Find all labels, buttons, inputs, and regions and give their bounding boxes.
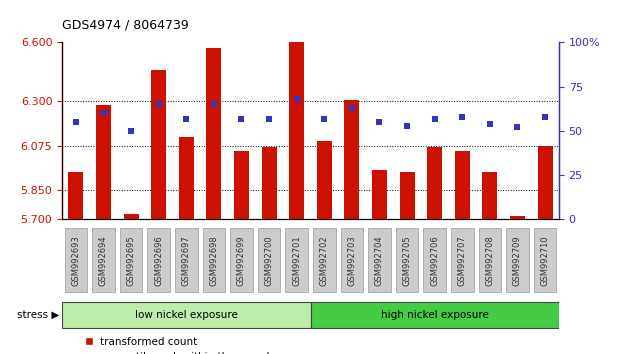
Bar — [68, 172, 83, 219]
FancyBboxPatch shape — [230, 228, 253, 292]
Bar — [427, 147, 442, 219]
Text: GSM992705: GSM992705 — [402, 235, 412, 286]
FancyBboxPatch shape — [65, 228, 87, 292]
Bar — [483, 172, 497, 219]
Bar — [344, 99, 360, 219]
Text: GSM992696: GSM992696 — [154, 235, 163, 286]
Bar — [510, 216, 525, 219]
Text: GSM992695: GSM992695 — [127, 235, 135, 286]
Text: GSM992697: GSM992697 — [182, 235, 191, 286]
Text: low nickel exposure: low nickel exposure — [135, 310, 238, 320]
Text: high nickel exposure: high nickel exposure — [381, 310, 489, 320]
FancyBboxPatch shape — [175, 228, 197, 292]
Text: GSM992703: GSM992703 — [347, 235, 356, 286]
Bar — [399, 172, 415, 219]
Text: GDS4974 / 8064739: GDS4974 / 8064739 — [62, 19, 189, 32]
FancyBboxPatch shape — [310, 302, 559, 328]
Bar — [179, 137, 194, 219]
FancyBboxPatch shape — [92, 228, 115, 292]
FancyBboxPatch shape — [534, 228, 556, 292]
Bar — [124, 213, 138, 219]
FancyBboxPatch shape — [313, 228, 335, 292]
Bar — [455, 151, 470, 219]
FancyBboxPatch shape — [147, 228, 170, 292]
Bar — [151, 70, 166, 219]
Text: GSM992693: GSM992693 — [71, 235, 80, 286]
Bar — [289, 42, 304, 219]
Text: GSM992707: GSM992707 — [458, 235, 467, 286]
FancyBboxPatch shape — [202, 228, 225, 292]
FancyBboxPatch shape — [340, 228, 363, 292]
FancyBboxPatch shape — [258, 228, 281, 292]
FancyBboxPatch shape — [506, 228, 529, 292]
FancyBboxPatch shape — [62, 302, 310, 328]
Bar — [234, 151, 249, 219]
Text: GSM992698: GSM992698 — [209, 235, 219, 286]
Text: GSM992700: GSM992700 — [265, 235, 274, 286]
Text: stress ▶: stress ▶ — [17, 310, 59, 320]
Text: GSM992699: GSM992699 — [237, 235, 246, 286]
Bar — [372, 170, 387, 219]
Text: GSM992709: GSM992709 — [513, 235, 522, 286]
FancyBboxPatch shape — [286, 228, 308, 292]
FancyBboxPatch shape — [451, 228, 474, 292]
FancyBboxPatch shape — [368, 228, 391, 292]
FancyBboxPatch shape — [396, 228, 419, 292]
Text: GSM992706: GSM992706 — [430, 235, 439, 286]
FancyBboxPatch shape — [479, 228, 501, 292]
Text: GSM992702: GSM992702 — [320, 235, 329, 286]
FancyBboxPatch shape — [120, 228, 142, 292]
Legend: transformed count, percentile rank within the sample: transformed count, percentile rank withi… — [79, 333, 279, 354]
Text: GSM992701: GSM992701 — [292, 235, 301, 286]
Text: GSM992704: GSM992704 — [375, 235, 384, 286]
Text: GSM992708: GSM992708 — [486, 235, 494, 286]
Bar — [538, 146, 553, 219]
Bar — [96, 105, 111, 219]
Text: GSM992694: GSM992694 — [99, 235, 108, 286]
FancyBboxPatch shape — [424, 228, 446, 292]
Text: GSM992710: GSM992710 — [541, 235, 550, 286]
Bar — [206, 48, 222, 219]
Bar — [261, 147, 277, 219]
Bar — [317, 141, 332, 219]
